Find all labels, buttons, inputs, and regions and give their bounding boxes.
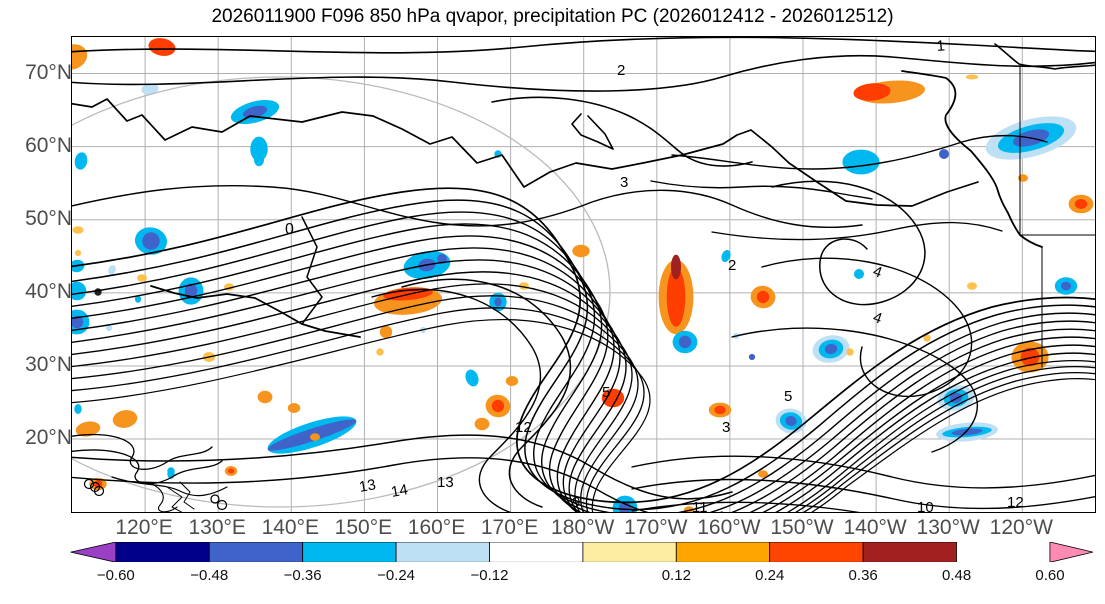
svg-text:13: 13 — [437, 474, 454, 491]
svg-text:4: 4 — [871, 263, 885, 282]
svg-text:5: 5 — [784, 388, 792, 405]
svg-text:3: 3 — [722, 419, 730, 436]
svg-text:10: 10 — [917, 499, 934, 512]
svg-text:12: 12 — [1007, 494, 1024, 511]
svg-text:3: 3 — [620, 174, 628, 191]
svg-text:5: 5 — [602, 384, 610, 401]
svg-text:1: 1 — [936, 37, 946, 55]
svg-text:14: 14 — [390, 481, 409, 501]
svg-text:2: 2 — [728, 257, 736, 274]
svg-text:12: 12 — [515, 419, 532, 436]
svg-text:8: 8 — [772, 509, 780, 512]
svg-text:9: 9 — [572, 494, 580, 511]
svg-text:0: 0 — [285, 221, 294, 238]
svg-text:2: 2 — [617, 62, 625, 79]
svg-text:13: 13 — [358, 476, 377, 496]
svg-text:11: 11 — [692, 499, 708, 512]
svg-text:4: 4 — [871, 309, 885, 328]
